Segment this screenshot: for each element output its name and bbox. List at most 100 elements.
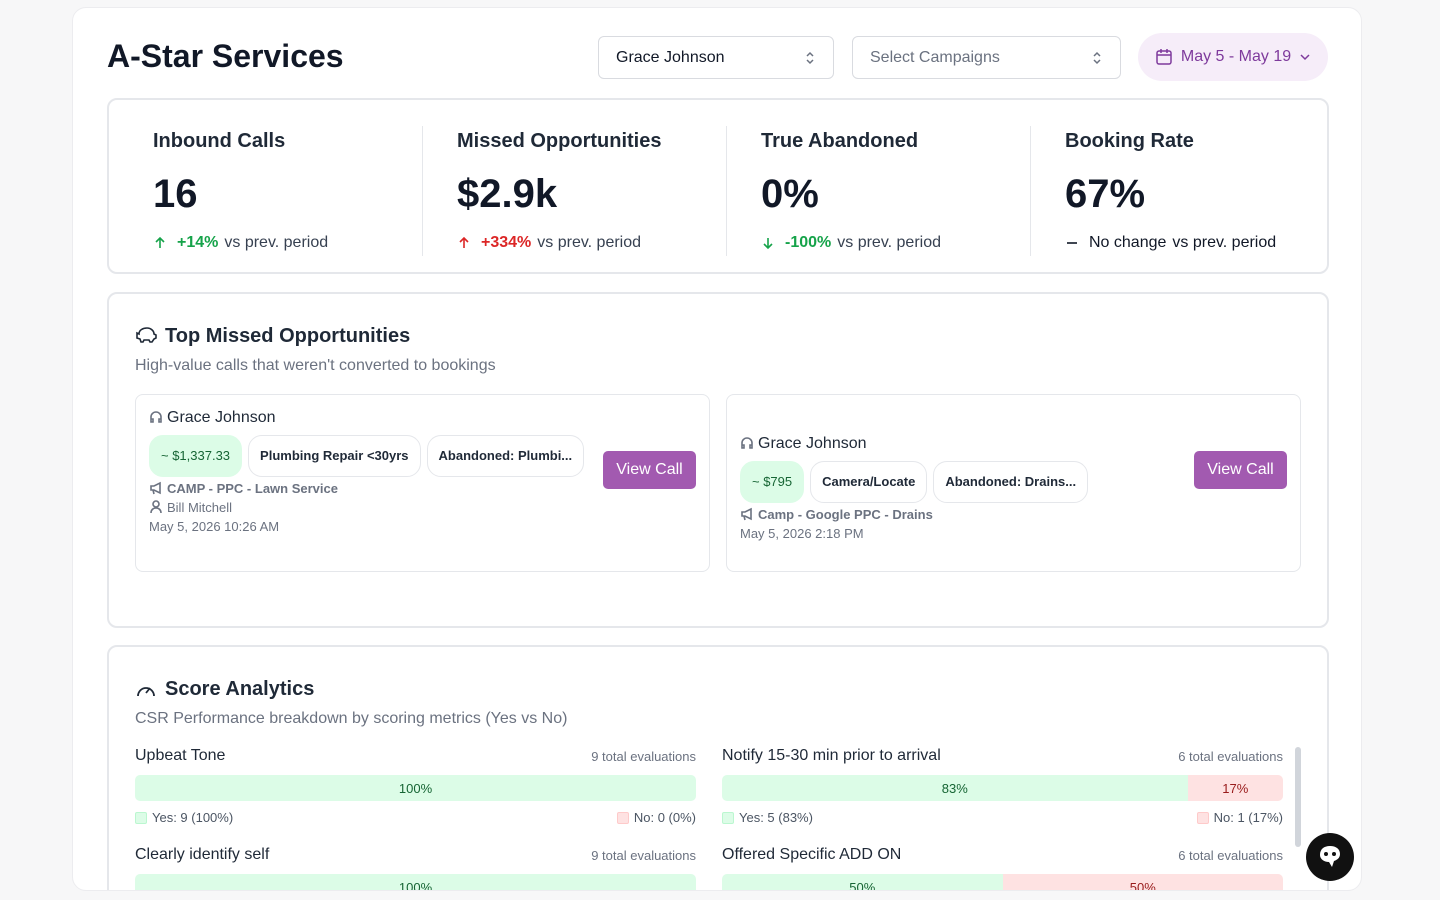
metric: Upbeat Tone 9 total evaluations 100% Yes: 9… [135,747,696,846]
missed-opportunities-card: Top Missed Opportunities High-value call… [107,292,1329,628]
change-suffix: vs prev. period [1172,234,1277,251]
kpi-value: 16 [153,172,198,216]
kpi-value: 67% [1065,172,1146,216]
value-pill: ~ $1,337.33 [149,435,243,477]
kpi: True Abandoned 0% -100% vs prev. period [717,100,1021,270]
kpi-value: $2.9k [457,172,558,216]
page-title: A-Star Services [107,38,344,74]
opportunity-card: Grace Johnson ~ $795 Camera/Locate Abandone… [726,394,1301,572]
legend-text: No: 1 (17%) [1213,810,1283,825]
score-bar: 50% 50% [722,874,1283,891]
view-call-button[interactable]: View Call [1194,451,1287,489]
kpi-label: Inbound Calls [153,130,286,152]
yes-segment: 83% [722,775,1188,801]
call-date: May 5, 2026 10:26 AM [149,519,280,534]
kpi-label: Booking Rate [1065,130,1194,152]
piggy-icon [136,327,157,343]
no-segment: 17% [1187,775,1283,801]
gauge-icon [137,687,155,697]
score-bar: 100% [135,874,696,891]
legend-text: Yes: 9 (100%) [152,810,234,825]
calendar-icon [1156,49,1172,65]
headset-icon [150,411,162,423]
evaluation-count: 6 total evaluations [1178,848,1283,863]
tags: ~ $1,337.33 Plumbing Repair <30yrs Abandon… [149,435,599,477]
user-select[interactable]: Grace Johnson [598,36,834,79]
yes-label: 100% [398,780,433,796]
campaign-select[interactable]: Select Campaigns [852,36,1121,79]
chevrons-icon [1093,51,1101,64]
chat-button[interactable] [1306,833,1354,881]
metric: Clearly identify self 9 total evaluations… [135,846,696,891]
legend-swatch [722,811,734,824]
kpi-value: 0% [761,172,819,216]
kpi: Missed Opportunities $2.9k +334% vs prev. p… [413,100,717,270]
agent: Bill Mitchell [149,500,599,515]
yes-label: 83% [941,780,968,796]
tag: Plumbing Repair <30yrs [248,435,421,477]
change-value: -100% [785,234,832,251]
kpi: Booking Rate 67% No change vs prev. period [1021,100,1325,270]
no-segment: 50% [1002,874,1283,891]
metric-name: Upbeat Tone [135,747,226,764]
user-icon [150,500,162,514]
campaign: CAMP - PPC - Lawn Service [149,481,599,496]
agent-name: Bill Mitchell [167,500,233,515]
trend-icon [1067,242,1077,244]
kpi: Inbound Calls 16 +14% vs prev. period [109,100,413,270]
view-call-button[interactable]: View Call [603,451,696,489]
metric-name: Notify 15-30 min prior to arrival [722,747,941,764]
section-subtitle: CSR Performance breakdown by scoring met… [135,710,568,727]
opportunity-details: Grace Johnson ~ $1,337.33 Plumbing Repair … [149,409,599,534]
change-suffix: vs prev. period [537,234,642,251]
divider [726,126,727,256]
caller-name: Grace Johnson [758,435,867,452]
date-picker[interactable]: May 5 - May 19 [1138,33,1328,81]
yes-label: 100% [398,879,433,891]
metric-name: Offered Specific ADD ON [722,846,902,863]
legend-yes: Yes: 5 (83%) [722,810,813,825]
campaign: Camp - Google PPC - Drains [740,507,1190,522]
yes-segment: 100% [135,874,696,891]
user-select-text: Grace Johnson [616,48,725,66]
trend-icon [763,238,773,250]
headset-icon [741,437,753,449]
change-value: +14% [177,234,219,251]
divider [422,126,423,256]
kpi-card: Inbound Calls 16 +14% vs prev. period Missed… [107,98,1329,274]
trend-icon [155,236,165,248]
megaphone-icon [150,481,161,495]
legend-yes: Yes: 9 (100%) [135,810,233,825]
opportunity-details: Grace Johnson ~ $795 Camera/Locate Abandone… [740,435,1190,541]
no-label: 50% [1129,879,1156,891]
legend-no: No: 1 (17%) [1196,810,1283,825]
metric: Notify 15-30 min prior to arrival 6 total… [722,747,1283,846]
tags: ~ $795 Camera/Locate Abandoned: Drains... [740,461,1190,503]
dashboard: A-Star Services Grace Johnson Select Cam… [72,7,1362,891]
section-subtitle: High-value calls that weren't converted … [135,357,496,374]
campaign-select-text: Select Campaigns [870,48,1000,66]
evaluation-count: 9 total evaluations [591,848,696,863]
kpi-change: -100% vs prev. period [761,234,941,252]
legend-swatch [135,811,147,824]
kpi-change: +334% vs prev. period [457,234,641,252]
kpi-label: Missed Opportunities [457,130,662,152]
kpi-change: +14% vs prev. period [153,234,328,252]
score-bar: 100% [135,775,696,801]
no-label: 17% [1222,780,1249,796]
date-range: May 5 - May 19 [1180,48,1292,65]
caller-name: Grace Johnson [167,409,276,426]
caller: Grace Johnson [149,409,599,427]
evaluation-count: 9 total evaluations [591,749,696,764]
yes-label: 50% [849,879,876,891]
evaluation-count: 6 total evaluations [1178,749,1283,764]
opportunity-card: Grace Johnson ~ $1,337.33 Plumbing Repair … [135,394,710,572]
divider [1030,126,1031,256]
change-value: No change [1089,234,1167,251]
legend-text: No: 0 (0%) [633,810,696,825]
chevrons-icon [806,51,814,64]
kpi-change: No change vs prev. period [1065,234,1276,252]
yes-segment: 50% [722,874,1003,891]
yes-segment: 100% [135,775,696,801]
scrollbar[interactable] [1295,747,1301,847]
